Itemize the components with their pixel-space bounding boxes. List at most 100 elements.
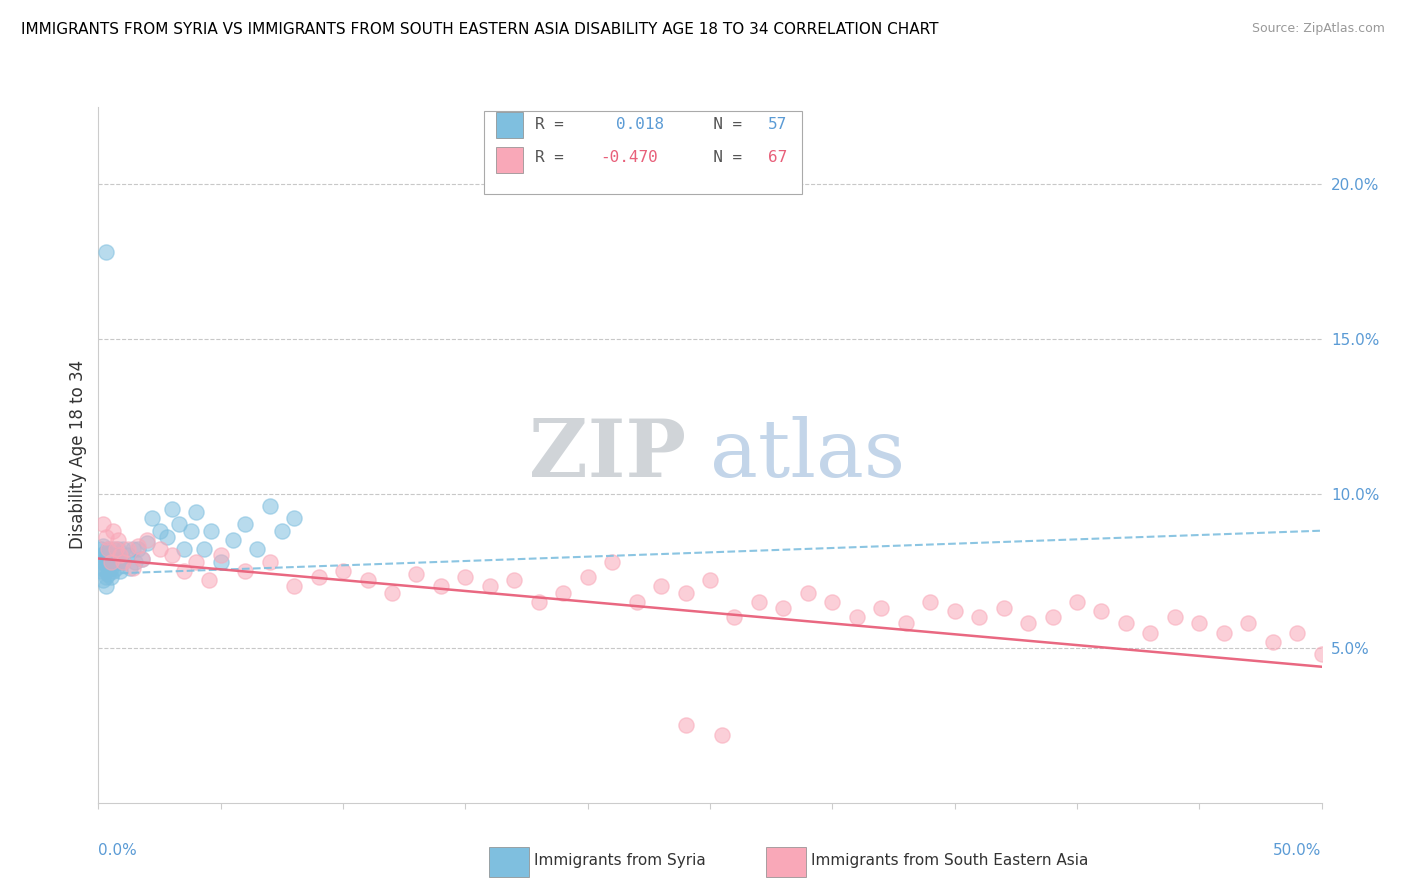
Point [711,728,734,742]
Text: 0.018: 0.018 [616,117,664,132]
Point [94,570,117,584]
Point [91,549,114,563]
Point [675,718,697,732]
Point [173,564,195,578]
Point [131,551,153,566]
Point [626,595,648,609]
Point [121,561,143,575]
Point [160,502,183,516]
Point [405,566,427,581]
Point [100,555,122,569]
Text: 0.0%: 0.0% [98,843,138,858]
Point [283,511,305,525]
Point [870,601,893,615]
Point [94,530,117,544]
Point [107,555,129,569]
Point [97,555,120,569]
Point [821,595,844,609]
Point [675,585,697,599]
Point [136,536,159,550]
Point [110,564,132,578]
Point [650,579,672,593]
Text: atlas: atlas [710,416,905,494]
Point [920,595,942,609]
Point [120,561,142,575]
Point [527,595,550,609]
Text: IMMIGRANTS FROM SYRIA VS IMMIGRANTS FROM SOUTH EASTERN ASIA DISABILITY AGE 18 TO: IMMIGRANTS FROM SYRIA VS IMMIGRANTS FROM… [21,22,939,37]
Point [173,542,195,557]
Bar [496,146,523,173]
Point [600,555,623,569]
Point [107,542,129,557]
Text: Immigrants from Syria: Immigrants from Syria [534,854,706,868]
Point [356,573,378,587]
Point [91,555,114,569]
Point [100,570,122,584]
Point [94,564,117,578]
Point [160,549,183,563]
Point [993,601,1015,615]
Point [553,585,575,599]
Point [308,570,330,584]
Point [1286,625,1309,640]
Point [197,573,219,587]
Point [454,570,477,584]
Point [576,570,599,584]
Point [91,573,114,587]
Point [141,511,163,525]
Point [124,555,146,569]
Point [100,551,122,566]
Text: -0.470: -0.470 [600,151,658,165]
Point [97,542,120,557]
Point [97,549,120,563]
Text: N =: N = [695,151,752,165]
Point [94,245,117,260]
Point [430,579,453,593]
Point [117,542,139,557]
Point [209,555,232,569]
Point [111,555,134,569]
Point [110,549,132,563]
Point [156,530,179,544]
Point [943,604,966,618]
Point [100,561,122,575]
Point [110,551,132,566]
Point [1139,625,1161,640]
Point [97,566,120,581]
Point [121,542,143,557]
Point [94,551,117,566]
Point [186,555,208,569]
Point [90,564,112,578]
Point [91,539,114,553]
Text: ZIP: ZIP [529,416,686,494]
Text: N =: N = [695,117,752,132]
Point [111,555,134,569]
Point [94,545,117,559]
Point [1212,625,1234,640]
Point [186,505,208,519]
Point [699,573,721,587]
Point [259,499,281,513]
Text: 67: 67 [768,151,787,165]
Point [222,533,245,547]
Bar [496,112,523,138]
Point [1188,616,1211,631]
Text: 50.0%: 50.0% [1274,843,1322,858]
Text: 57: 57 [768,117,787,132]
Point [193,542,215,557]
Point [1066,595,1088,609]
Point [1090,604,1112,618]
Text: R =: R = [536,151,574,165]
FancyBboxPatch shape [484,111,801,194]
Point [127,542,149,557]
Point [1115,616,1137,631]
Point [149,524,172,538]
Point [797,585,820,599]
Point [136,533,159,547]
Text: Source: ZipAtlas.com: Source: ZipAtlas.com [1251,22,1385,36]
Point [1261,635,1284,649]
Point [209,549,232,563]
Point [97,542,120,557]
Point [167,517,190,532]
Point [104,561,127,575]
